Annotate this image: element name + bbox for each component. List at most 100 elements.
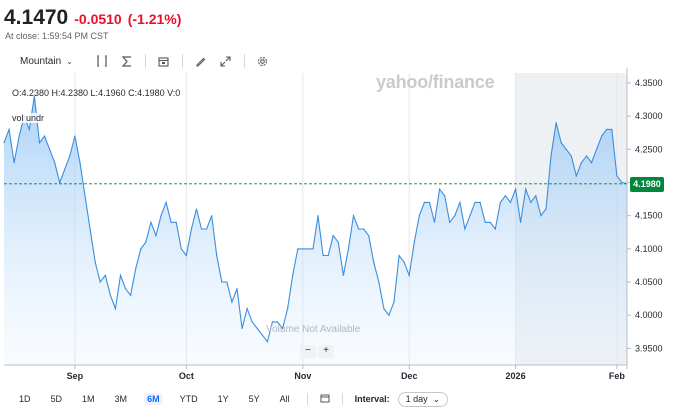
price-point — [206, 228, 208, 230]
price-point — [28, 128, 30, 131]
price-chart-svg[interactable]: 4.35004.30004.25004.20004.15004.10004.05… — [0, 68, 680, 388]
price-point — [54, 161, 56, 164]
price-point — [256, 327, 258, 330]
zoom-in-button[interactable]: + — [318, 345, 334, 358]
price-point — [580, 161, 583, 164]
price-point — [79, 161, 81, 164]
range-1y-button[interactable]: 1Y — [217, 394, 229, 404]
price-point — [18, 135, 20, 137]
price-point — [464, 228, 466, 230]
price-point — [211, 215, 213, 217]
price-point — [175, 221, 177, 223]
y-tick-label: 4.3000 — [635, 111, 663, 121]
price-point — [373, 261, 375, 263]
interval-select[interactable]: 1 day ⌄ — [397, 391, 449, 407]
date-range-calendar-icon[interactable] — [320, 393, 330, 405]
ohlc-readout: O:4.2380 H:4.2380 L:4.1960 C:4.1980 V:0 — [12, 88, 181, 98]
y-tick-label: 4.0000 — [635, 310, 663, 320]
price-point — [363, 228, 365, 230]
price-point — [585, 155, 588, 157]
price-point — [292, 274, 294, 277]
price-point — [444, 195, 446, 197]
price-point — [307, 248, 309, 250]
chevron-down-icon: ⌄ — [432, 393, 441, 404]
price-point — [408, 274, 410, 277]
price-point — [48, 148, 51, 150]
indicators-icon[interactable] — [120, 54, 134, 68]
price-point — [494, 228, 496, 230]
draw-icon[interactable] — [194, 54, 208, 68]
price-point — [423, 201, 425, 204]
price-point — [403, 261, 405, 263]
price-point — [140, 248, 142, 250]
x-tick-label: 2026 — [506, 371, 526, 381]
price-point — [246, 307, 248, 310]
quote-header: 4.1470 -0.0510 (-1.21%) — [4, 6, 181, 30]
price-point — [104, 274, 106, 277]
price-point — [459, 201, 461, 204]
chart-type-select[interactable]: Mountain ⌄ — [20, 56, 73, 67]
y-tick-label: 4.2500 — [635, 144, 663, 154]
price-point — [438, 188, 441, 190]
price-point — [155, 234, 157, 237]
range-5d-button[interactable]: 5D — [50, 394, 63, 404]
range-1d-button[interactable]: 1D — [19, 394, 31, 404]
price-point — [271, 321, 274, 323]
price-line — [3, 96, 628, 344]
price-point — [287, 307, 289, 310]
range-5y-button[interactable]: 5Y — [248, 394, 260, 404]
price-point — [43, 135, 46, 137]
price-chart[interactable]: 4.35004.30004.25004.20004.15004.10004.05… — [0, 68, 680, 388]
y-tick-label: 4.0500 — [635, 277, 663, 287]
range-1m-button[interactable]: 1M — [82, 394, 95, 404]
price-point — [165, 201, 167, 204]
x-tick-label: Sep — [67, 371, 84, 381]
chart-type-label: Mountain — [20, 55, 62, 67]
price-point — [449, 221, 451, 223]
toolbar-divider — [144, 54, 146, 68]
price-point — [69, 155, 71, 157]
range-all-button[interactable]: All — [279, 394, 290, 404]
x-tick-label: Dec — [401, 371, 418, 381]
quote-price: 4.1470 — [4, 6, 69, 29]
price-point — [94, 261, 96, 263]
price-point — [433, 221, 436, 223]
chevron-down-icon: ⌄ — [66, 56, 73, 66]
range-ytd-button[interactable]: YTD — [179, 394, 198, 404]
price-point — [596, 148, 598, 150]
price-point — [200, 228, 203, 230]
price-point — [150, 221, 152, 223]
quote-change: -0.0510 — [74, 11, 122, 27]
range-6m-button[interactable]: 6M — [144, 393, 163, 405]
range-bar: 1D 5D 1M 3M 6M YTD 1Y 5Y All Interval: 1… — [16, 391, 449, 407]
zoom-controls: − + — [300, 345, 334, 358]
price-point — [190, 228, 193, 230]
price-area — [4, 96, 627, 365]
fullscreen-icon[interactable] — [219, 54, 233, 68]
price-point — [236, 288, 238, 290]
volume-not-available-label: Volume Not Available — [266, 324, 361, 335]
price-point — [180, 248, 182, 250]
y-tick-label: 3.9500 — [635, 343, 663, 353]
price-point — [606, 128, 608, 131]
price-point — [616, 175, 618, 177]
price-point — [251, 321, 253, 323]
price-point — [221, 281, 223, 283]
range-3m-button[interactable]: 3M — [114, 394, 128, 404]
toolbar-divider — [243, 54, 245, 68]
settings-icon[interactable] — [256, 54, 270, 68]
price-point — [124, 288, 127, 290]
price-point — [342, 274, 344, 277]
compare-icon[interactable] — [95, 54, 109, 68]
calendar-event-icon[interactable] — [157, 54, 171, 68]
price-point — [530, 201, 532, 204]
price-point — [383, 307, 385, 310]
zoom-out-button[interactable]: − — [300, 345, 316, 358]
price-point — [130, 294, 132, 296]
price-point — [469, 215, 471, 217]
price-point — [378, 281, 380, 283]
price-point — [418, 215, 420, 217]
price-point — [135, 268, 137, 270]
price-point — [109, 294, 111, 296]
volume-underlay-tag[interactable]: vol undr — [10, 113, 47, 123]
